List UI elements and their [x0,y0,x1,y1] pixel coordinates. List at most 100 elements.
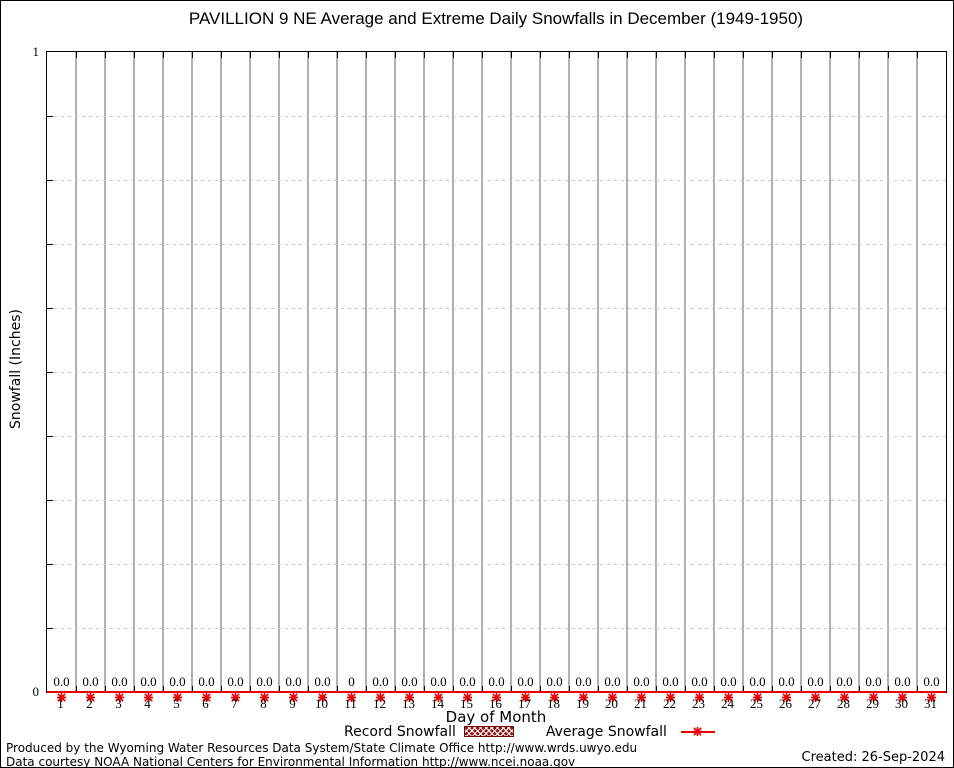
y-tick-mark [47,116,53,117]
data-point-marker [897,687,908,703]
x-tick-mark-top [569,52,570,58]
data-point-marker [288,687,299,703]
value-label: 0.0 [488,674,505,689]
x-tick-mark-bottom [337,686,338,692]
x-tick-label: 20 [605,696,618,711]
x-tick-mark-top [743,52,744,58]
plot-area: 0.0 0.0 0.0 0.0 0.0 0.0 0.0 0.0 0.0 0.0 0 0.0 0.0 0.0… [46,51,947,703]
x-tick-mark-bottom [395,686,396,692]
data-point-marker [694,687,705,703]
value-label: 0.0 [430,674,447,689]
data-point-marker [56,687,67,703]
data-point-marker [665,687,676,703]
y-tick-mark [47,372,53,373]
x-tick-mark-bottom [511,686,512,692]
x-tick-mark-top [917,52,918,58]
x-tick-mark-bottom [714,686,715,692]
value-label: 0.0 [778,674,795,689]
x-tick-mark-top [627,52,628,58]
gridline-horizontal [47,244,946,245]
x-tick-mark-top [279,52,280,58]
value-label: 0.0 [198,674,215,689]
x-tick-mark-top [598,52,599,58]
x-tick-label: 22 [663,696,676,711]
data-point-marker [143,687,154,703]
x-tick-label: 2 [86,696,93,711]
value-label: 0.0 [372,674,389,689]
x-tick-label: 30 [895,696,908,711]
gridline-horizontal [47,436,946,437]
y-tick-label-max: 1 [32,44,40,59]
value-label: 0.0 [401,674,418,689]
x-tick-mark-top [888,52,889,58]
data-point-marker [723,687,734,703]
data-point-marker [259,687,270,703]
x-tick-mark-bottom [134,686,135,692]
data-point-marker [433,687,444,703]
y-tick-mark [47,244,53,245]
data-point-marker [810,687,821,703]
value-label: 0.0 [720,674,737,689]
x-tick-mark-bottom [569,686,570,692]
data-point-marker [549,687,560,703]
x-tick-mark-top [714,52,715,58]
value-label: 0.0 [546,674,563,689]
y-tick-label-min: 0 [32,684,40,699]
x-tick-mark-bottom [540,686,541,692]
x-tick-label: 5 [173,696,180,711]
x-tick-mark-top [685,52,686,58]
data-point-marker [114,687,125,703]
data-point-marker [868,687,879,703]
value-label: 0.0 [836,674,853,689]
x-tick-mark-top [308,52,309,58]
data-point-marker [85,687,96,703]
value-label: 0.0 [517,674,534,689]
x-tick-label: 28 [837,696,850,711]
x-tick-mark-bottom [830,686,831,692]
x-tick-mark-bottom [76,686,77,692]
value-label: 0.0 [604,674,621,689]
x-tick-mark-top [656,52,657,58]
x-tick-mark-top [482,52,483,58]
data-point-marker [520,687,531,703]
x-tick-label: 25 [750,696,763,711]
x-tick-mark-bottom [308,686,309,692]
data-point-marker [578,687,589,703]
x-tick-label: 24 [721,696,734,711]
x-tick-label: 7 [231,696,238,711]
data-point-marker [317,687,328,703]
gridline-horizontal [47,116,946,117]
data-point-marker [462,687,473,703]
gridline-horizontal [47,628,946,629]
x-tick-mark-bottom [656,686,657,692]
y-tick-mark [47,500,53,501]
x-tick-mark-bottom [482,686,483,692]
value-label: 0.0 [140,674,157,689]
y-tick-mark [47,436,53,437]
data-point-marker [636,687,647,703]
x-tick-label: 31 [924,696,937,711]
created-timestamp: Created: 26-Sep-2024 [801,750,945,765]
x-tick-label: 4 [144,696,151,711]
x-tick-mark-bottom [685,686,686,692]
x-tick-mark-bottom [627,686,628,692]
x-tick-mark-top [250,52,251,58]
gridline-horizontal [47,564,946,565]
x-tick-label: 19 [576,696,589,711]
x-tick-mark-top [337,52,338,58]
x-tick-label: 26 [779,696,792,711]
x-tick-mark-bottom [917,686,918,692]
gridline-horizontal [47,500,946,501]
x-tick-label: 6 [202,696,209,711]
value-label: 0.0 [575,674,592,689]
value-label: 0.0 [894,674,911,689]
value-label: 0.0 [314,674,331,689]
x-tick-mark-bottom [743,686,744,692]
value-label: 0.0 [662,674,679,689]
x-tick-mark-bottom [453,686,454,692]
x-tick-mark-bottom [250,686,251,692]
y-tick-mark [47,564,53,565]
x-tick-label: 8 [260,696,267,711]
chart-legend: Record Snowfall Average Snowfall [344,724,715,740]
x-tick-mark-bottom [163,686,164,692]
